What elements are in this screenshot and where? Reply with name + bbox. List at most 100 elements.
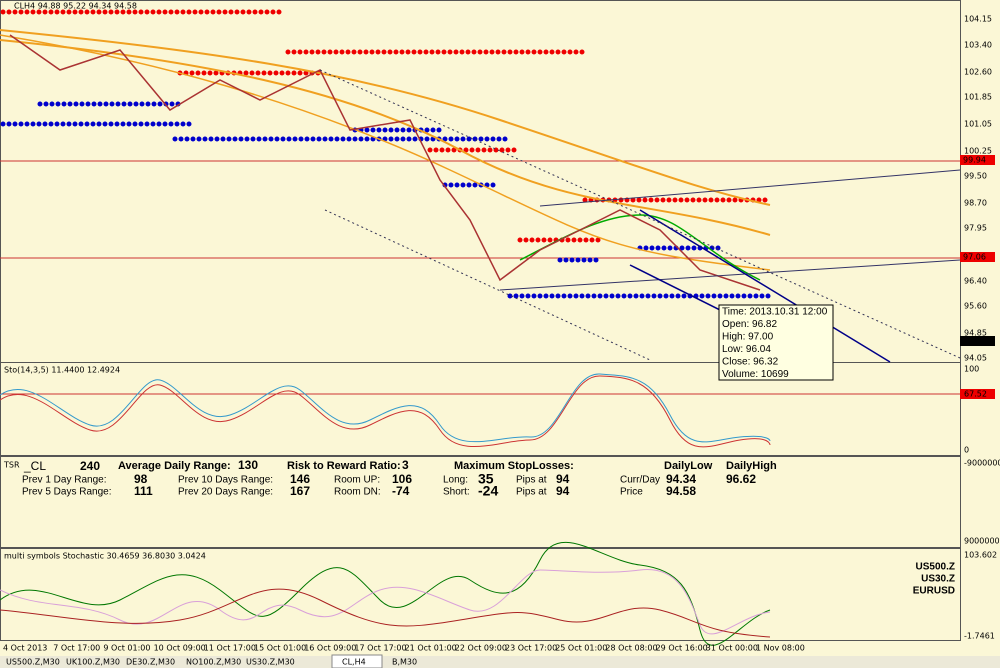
panel-title: TSR [3, 461, 20, 470]
tsr-cell: -24 [478, 483, 498, 499]
price-label: 98.70 [964, 199, 987, 208]
price-marker-label: 94.58 [963, 337, 986, 346]
price-label: 103.40 [964, 41, 992, 50]
tsr-value: 130 [238, 458, 258, 472]
tsr-cell: 111 [134, 484, 153, 498]
tsr-symbol: _CL [23, 459, 46, 473]
price-label: 100.25 [964, 147, 992, 156]
panel-title: Sto(14,3,5) 11.4400 12.4924 [4, 366, 120, 375]
tab[interactable]: B,M30 [392, 658, 417, 667]
tsr-cell: Prev 1 Day Range: [22, 475, 107, 486]
tooltip-line: Volume: 10699 [722, 369, 789, 380]
tooltip-line: Time: 2013.10.31 12:00 [722, 307, 828, 318]
sto-axis-label: 100 [964, 365, 979, 374]
legend-entry: US30.Z [921, 574, 955, 585]
price-label: 94.05 [964, 354, 987, 363]
time-label: 9 Oct 01:00 [103, 644, 150, 653]
tsr-cell: Room DN: [334, 487, 381, 498]
time-label: 29 Oct 16:00 [656, 644, 708, 653]
time-label: 31 Oct 00:00 [706, 644, 758, 653]
tsr-cell: Curr/Day [620, 475, 660, 486]
tab[interactable]: US500.Z,M30 [6, 658, 60, 667]
tsr-cell: 96.62 [726, 472, 756, 486]
tsr-cell: Prev 5 Days Range: [22, 487, 112, 498]
stochastic-lines [0, 373, 771, 646]
price-label: 101.85 [964, 93, 992, 102]
tsr-cell: -74 [392, 484, 410, 498]
time-label: 22 Oct 09:00 [455, 644, 507, 653]
tab[interactable]: US30.Z,M30 [246, 658, 295, 667]
price-label: 95.60 [964, 302, 987, 311]
tsr-cell: Prev 10 Days Range: [178, 475, 273, 486]
time-label: 11 Oct 17:00 [204, 644, 256, 653]
tsr-cell: 35 [478, 471, 494, 487]
active-tab[interactable] [331, 654, 383, 668]
tab[interactable]: DE30.Z,M30 [126, 658, 175, 667]
tsr-label: DailyHigh [726, 460, 777, 472]
price-marker [960, 336, 995, 346]
tsr-cell: 94.34 [666, 472, 696, 486]
tsr-cell: Pips at [516, 475, 547, 486]
tsr-cell: 94 [556, 484, 570, 498]
legend-entry: EURUSD [913, 586, 955, 597]
tsr-label: Maximum StopLosses: [454, 460, 574, 472]
tsr-label: DailyLow [664, 460, 713, 472]
tooltip-line: Close: 96.32 [722, 357, 779, 368]
price-marker-label: 97.06 [963, 253, 986, 262]
price-label: 102.60 [964, 68, 992, 77]
tsr-label: Risk to Reward Ratio: [287, 460, 401, 472]
tab[interactable]: UK100.Z,M30 [66, 658, 120, 667]
tsr-cell: 98 [134, 472, 148, 486]
tsr-period: 240 [80, 459, 100, 473]
tsr-cell: 94 [556, 472, 570, 486]
tooltip-line: High: 97.00 [722, 332, 774, 343]
dot-levels [0, 9, 773, 299]
price-label: 96.40 [964, 277, 987, 286]
tab-bar [0, 656, 1000, 668]
time-label: 17 Oct 17:00 [354, 644, 406, 653]
panel-frames [0, 0, 961, 641]
price-label: 101.05 [964, 120, 992, 129]
price-label: 104.15 [964, 15, 992, 24]
tsr-cell: Long: [443, 475, 468, 486]
tsr-cell: 106 [392, 472, 412, 486]
time-label: 25 Oct 01:00 [555, 644, 607, 653]
price-label: 94.85 [964, 329, 987, 338]
tsr-cell: 94.58 [666, 484, 696, 498]
time-label: 7 Oct 17:00 [53, 644, 100, 653]
time-label: 4 Oct 2013 [3, 644, 47, 653]
window-title: CLH4 94.88 95.22 94.34 94.58 [14, 2, 137, 11]
price-marker [960, 155, 995, 165]
time-label: 23 Oct 17:00 [505, 644, 557, 653]
tsr-axis-label: 9000000 [964, 537, 1000, 546]
tooltip-line: Open: 96.82 [722, 319, 777, 330]
tsr-axis-label: -9000000 [964, 459, 1000, 468]
price-marker [960, 252, 995, 262]
time-label: 21 Oct 01:00 [405, 644, 457, 653]
tooltip-line: Low: 96.04 [722, 344, 771, 355]
multi-axis-label: 103.602 [964, 551, 997, 560]
tsr-value: 3 [402, 458, 409, 472]
time-label: 10 Oct 09:00 [154, 644, 206, 653]
tsr-cell: Price [620, 487, 643, 498]
trend-lines [0, 29, 961, 363]
time-label: 1 Nov 08:00 [756, 644, 805, 653]
level-marker [960, 389, 995, 399]
price-label: 99.50 [964, 172, 987, 181]
sto-axis-label: 67.52 [964, 390, 987, 399]
tooltip-box [718, 304, 834, 381]
tab[interactable]: CL,H4 [342, 658, 366, 667]
tsr-label: Average Daily Range: [118, 460, 231, 472]
time-label: 16 Oct 09:00 [304, 644, 356, 653]
legend-entry: US500.Z [916, 562, 955, 573]
price-label: 97.95 [964, 224, 987, 233]
tsr-cell: 167 [290, 484, 310, 498]
price-marker-label: 99.94 [963, 156, 986, 165]
sto-axis-label: 0 [964, 446, 969, 455]
time-label: 15 Oct 01:00 [254, 644, 306, 653]
tsr-cell: 146 [290, 472, 310, 486]
tsr-cell: Pips at [516, 487, 547, 498]
tab[interactable]: NO100.Z,M30 [186, 658, 241, 667]
